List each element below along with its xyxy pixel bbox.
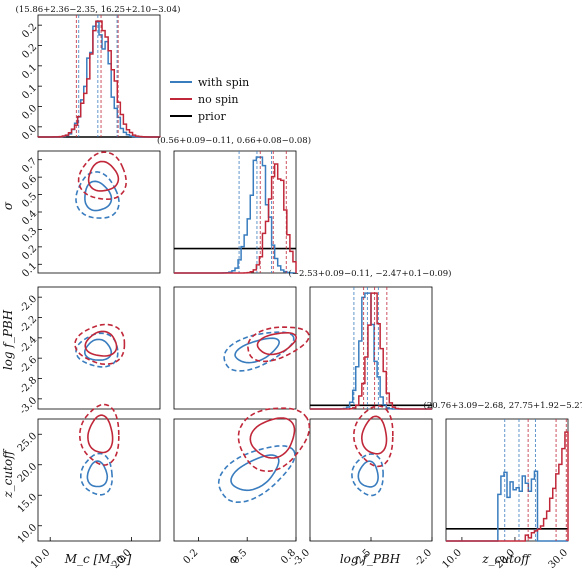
contour-sigma-Mc-with-spin-inner bbox=[84, 180, 113, 212]
ytick-label-1-6: 0.7 bbox=[20, 156, 39, 175]
xtick-label-2-0: -3.0 bbox=[291, 547, 312, 568]
ytick-label-3-2: 20.0 bbox=[16, 461, 40, 485]
ytick-label-1-0: 0.1 bbox=[20, 261, 39, 280]
title-mc: (15.86+2.36−2.35, 16.25+2.10−3.04) bbox=[16, 4, 181, 15]
ytick-label-2-1: -2.8 bbox=[18, 375, 39, 396]
contour-zcut-Mc-no-spin-inner bbox=[87, 414, 114, 454]
hist-Mc-no-spin bbox=[38, 20, 161, 138]
ytick-label-0-3: 0.1 bbox=[20, 62, 39, 81]
ytick-label-3-1: 15.0 bbox=[16, 492, 40, 516]
ylabel-sigma: σ bbox=[1, 201, 15, 210]
contour-zcut-Mc-with-spin-inner bbox=[86, 460, 109, 488]
xtick-label-3-2: 30.0 bbox=[547, 547, 571, 571]
contour-zcut-sigma-with-spin-outer bbox=[217, 444, 296, 504]
ytick-label-1-4: 0.5 bbox=[20, 191, 39, 210]
legend-label-prior: prior bbox=[198, 110, 226, 123]
ytick-label-0-0: 0.0 bbox=[20, 123, 39, 142]
contour-zcut-logf-no-spin-inner bbox=[360, 415, 388, 455]
contour-sigma-Mc-with-spin-outer bbox=[75, 171, 120, 219]
ytick-label-3-0: 10.0 bbox=[16, 522, 40, 546]
contour-zcut-Mc-no-spin-outer bbox=[78, 403, 120, 466]
contour-zcut-logf-with-spin-inner bbox=[357, 460, 379, 488]
panel-2-0 bbox=[37, 286, 161, 410]
ytick-label-2-2: -2.6 bbox=[18, 355, 39, 376]
xlabel-logf: log f_PBH bbox=[340, 552, 401, 566]
ytick-label-1-2: 0.3 bbox=[20, 226, 39, 245]
legend-label-no-spin: no spin bbox=[198, 93, 239, 106]
ytick-label-2-4: -2.2 bbox=[18, 314, 39, 335]
xtick-label-0-0: 10.0 bbox=[29, 547, 53, 571]
contour-logf-sigma-no-spin-inner bbox=[256, 331, 298, 356]
panel-3-0 bbox=[37, 418, 161, 542]
panel-3-2 bbox=[309, 418, 433, 542]
xlabel-mc: M_c [M_⊙] bbox=[64, 552, 132, 566]
contour-zcut-sigma-no-spin-outer bbox=[237, 407, 311, 473]
xtick-label-2-2: -2.0 bbox=[413, 547, 434, 568]
hist-logf-no-spin bbox=[310, 292, 432, 410]
hist-zcut-no-spin bbox=[446, 431, 569, 542]
title-sigma: (0.56+0.09−0.11, 0.66+0.08−0.08) bbox=[157, 135, 311, 146]
ytick-label-0-4: 0.2 bbox=[20, 42, 39, 61]
contour-logf-sigma-no-spin-outer bbox=[247, 326, 310, 363]
ytick-label-1-3: 0.4 bbox=[20, 208, 39, 227]
panel-2-1 bbox=[173, 286, 297, 410]
hist-Mc-with-spin bbox=[38, 21, 160, 138]
contour-sigma-Mc-no-spin-inner bbox=[87, 160, 120, 192]
ytick-label-1-5: 0.6 bbox=[20, 174, 39, 193]
legend-label-with-spin: with spin bbox=[198, 76, 249, 89]
ylabel-zcut: z_cutoff bbox=[1, 448, 15, 499]
contour-zcut-logf-with-spin-outer bbox=[351, 453, 384, 497]
ytick-label-0-1: 0.0 bbox=[20, 103, 39, 122]
ytick-label-0-2: 0.1 bbox=[20, 83, 39, 102]
ytick-label-2-0: -3.0 bbox=[18, 395, 39, 416]
title-zcut: (20.76+3.09−2.68, 27.75+1.92−5.27) bbox=[424, 400, 582, 411]
xtick-label-1-0: 0.2 bbox=[181, 547, 200, 566]
xtick-label-3-0: 10.0 bbox=[441, 547, 465, 571]
ytick-label-2-5: -2.0 bbox=[18, 294, 39, 315]
contour-zcut-sigma-with-spin-inner bbox=[230, 454, 280, 492]
xlabel-zcut: z_cutoff bbox=[481, 552, 532, 566]
ylabel-logf: log f_PBH bbox=[1, 309, 15, 370]
contour-logf-Mc-with-spin-inner bbox=[83, 338, 113, 361]
panel-2-2 bbox=[309, 286, 433, 410]
panel-3-1 bbox=[173, 418, 297, 542]
contour-sigma-Mc-no-spin-outer bbox=[77, 151, 128, 201]
ytick-label-2-3: -2.4 bbox=[18, 334, 39, 355]
contour-logf-sigma-with-spin-outer bbox=[223, 331, 295, 372]
contour-logf-Mc-no-spin-inner bbox=[84, 330, 118, 357]
ytick-label-1-1: 0.2 bbox=[20, 243, 39, 262]
contour-zcut-logf-no-spin-outer bbox=[352, 405, 394, 468]
contour-zcut-sigma-no-spin-inner bbox=[249, 417, 296, 459]
ytick-label-0-5: 0.2 bbox=[20, 22, 39, 41]
contour-zcut-Mc-with-spin-outer bbox=[80, 452, 114, 496]
title-logf: (−2.53+0.09−0.11, −2.47+0.1−0.09) bbox=[289, 268, 452, 279]
xlabel-sigma: σ bbox=[230, 552, 239, 566]
legend: with spin no spin prior bbox=[170, 76, 249, 123]
ytick-label-3-3: 25.0 bbox=[16, 431, 40, 455]
panel-1-0 bbox=[37, 150, 161, 274]
hist-sigma-no-spin bbox=[174, 163, 297, 274]
